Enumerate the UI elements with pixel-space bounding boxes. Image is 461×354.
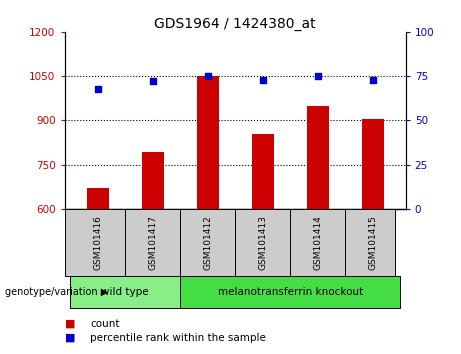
Point xyxy=(204,73,211,79)
Point xyxy=(369,77,376,82)
Text: ■: ■ xyxy=(65,319,75,329)
Text: melanotransferrin knockout: melanotransferrin knockout xyxy=(218,287,363,297)
Text: genotype/variation ▶: genotype/variation ▶ xyxy=(5,287,108,297)
Point xyxy=(94,86,101,91)
Text: wild type: wild type xyxy=(101,287,149,297)
Text: GSM101416: GSM101416 xyxy=(93,215,102,270)
Bar xyxy=(70,276,180,308)
Bar xyxy=(362,119,384,209)
Text: GSM101414: GSM101414 xyxy=(313,215,322,270)
Text: GSM101417: GSM101417 xyxy=(148,215,157,270)
Text: count: count xyxy=(90,319,119,329)
Text: GSM101415: GSM101415 xyxy=(368,215,377,270)
Title: GDS1964 / 1424380_at: GDS1964 / 1424380_at xyxy=(154,17,316,31)
Text: GSM101413: GSM101413 xyxy=(258,215,267,270)
Point xyxy=(259,77,266,82)
Bar xyxy=(252,133,274,209)
Bar xyxy=(196,75,219,209)
Point xyxy=(314,73,321,79)
Bar xyxy=(87,188,108,209)
Bar xyxy=(307,105,329,209)
Bar xyxy=(180,276,400,308)
Text: GSM101412: GSM101412 xyxy=(203,215,212,270)
Text: ■: ■ xyxy=(65,333,75,343)
Bar xyxy=(142,152,164,209)
Point xyxy=(149,79,156,84)
Text: percentile rank within the sample: percentile rank within the sample xyxy=(90,333,266,343)
